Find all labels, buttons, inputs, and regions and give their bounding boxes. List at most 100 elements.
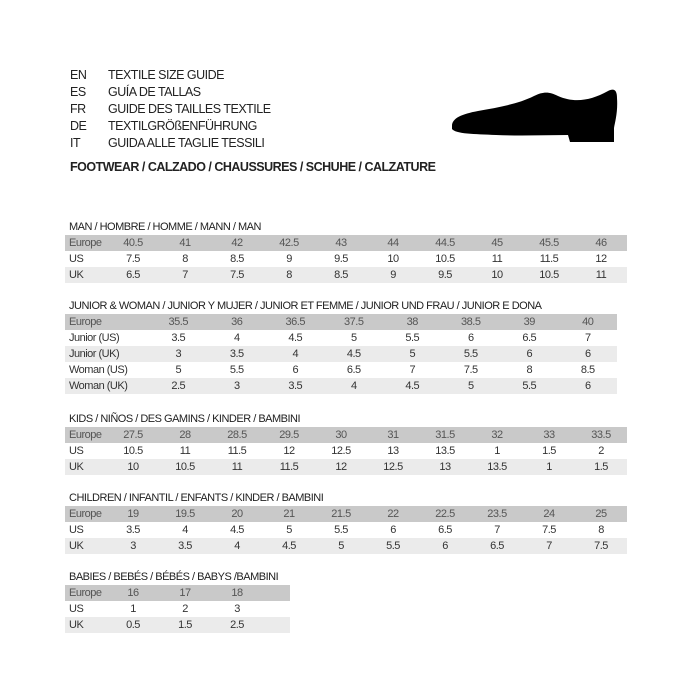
footwear-title: FOOTWEAR / CALZADO / CHAUSSURES / SCHUHE… <box>70 160 436 174</box>
size-cell: 3.5 <box>107 522 159 538</box>
size-cell: 25 <box>575 506 627 522</box>
size-cell: 39 <box>500 314 559 330</box>
filler-cell <box>263 585 290 601</box>
size-cell: 7.5 <box>575 538 627 554</box>
size-cell: 6 <box>558 378 617 394</box>
size-cell: 8.5 <box>558 362 617 378</box>
size-cell: 11 <box>575 267 627 283</box>
size-cell: 5.5 <box>367 538 419 554</box>
size-cell: 12 <box>575 251 627 267</box>
row-label: US <box>65 443 107 459</box>
size-table: Europe 27.5 28 28.5 29.5 30 31 31.5 32 33 33.5 US 10… <box>65 427 627 475</box>
size-cell: 7 <box>558 330 617 346</box>
size-cell: 3 <box>107 538 159 554</box>
size-cell: 8 <box>159 251 211 267</box>
size-cell: 6.5 <box>500 330 559 346</box>
section-title: KIDS / NIÑOS / DES GAMINS / KINDER / BAM… <box>69 413 301 425</box>
size-cell: 3 <box>211 601 263 617</box>
size-cell: 1 <box>107 601 159 617</box>
size-cell: 5.5 <box>315 522 367 538</box>
size-cell: 4 <box>266 346 325 362</box>
size-cell: 4.5 <box>266 330 325 346</box>
size-cell: 8 <box>575 522 627 538</box>
size-cell: 5.5 <box>207 362 266 378</box>
size-cell: 28 <box>159 427 211 443</box>
size-cell: 2.5 <box>211 617 263 633</box>
size-cell: 6 <box>500 346 559 362</box>
size-cell: 10 <box>107 459 159 475</box>
row-label: US <box>65 601 107 617</box>
language-code: FR <box>70 102 86 116</box>
section-kids: KIDS / NIÑOS / DES GAMINS / KINDER / BAM… <box>65 413 627 475</box>
size-cell: 3.5 <box>159 538 211 554</box>
size-table: Europe 40.5 41 42 42.5 43 44 44.5 45 45.5 46 US 7.5 8… <box>65 235 627 283</box>
row-label: Europe <box>65 585 107 601</box>
size-cell: 44.5 <box>419 235 471 251</box>
size-cell: 0.5 <box>107 617 159 633</box>
size-table: Europe 35.5 36 36.5 37.5 38 38.5 39 40 Junior (US… <box>65 314 617 394</box>
language-row: ES GUÍA DE TALLAS <box>70 84 271 101</box>
size-cell: 4.5 <box>211 522 263 538</box>
size-cell: 2 <box>159 601 211 617</box>
size-cell: 13.5 <box>471 459 523 475</box>
size-cell: 8.5 <box>315 267 367 283</box>
row-label: Woman (UK) <box>65 378 149 394</box>
size-cell: 22.5 <box>419 506 471 522</box>
row-label: Europe <box>65 427 107 443</box>
size-cell: 42.5 <box>263 235 315 251</box>
size-cell: 17 <box>159 585 211 601</box>
size-cell: 21 <box>263 506 315 522</box>
size-cell: 23.5 <box>471 506 523 522</box>
row-label: Junior (US) <box>65 330 149 346</box>
language-row: FR GUIDE DES TAILLES TEXTILE <box>70 101 271 118</box>
size-cell: 38 <box>383 314 442 330</box>
language-list: EN TEXTILE SIZE GUIDE ES GUÍA DE TALLAS FR… <box>70 67 271 152</box>
size-cell: 3.5 <box>207 346 266 362</box>
size-cell: 1.5 <box>159 617 211 633</box>
row-label: Woman (US) <box>65 362 149 378</box>
size-cell: 10.5 <box>419 251 471 267</box>
row-label: UK <box>65 459 107 475</box>
size-row: US 7.5 8 8.5 9 9.5 10 10.5 11 11.5 12 <box>65 251 627 267</box>
size-cell: 32 <box>471 427 523 443</box>
size-cell: 30 <box>315 427 367 443</box>
europe-row: Europe 35.5 36 36.5 37.5 38 38.5 39 40 <box>65 314 617 330</box>
section-man: MAN / HOMBRE / HOMME / MANN / MAN Europe… <box>65 221 627 283</box>
size-cell: 33.5 <box>575 427 627 443</box>
size-cell: 33 <box>523 427 575 443</box>
europe-row: Europe 19 19.5 20 21 21.5 22 22.5 23.5 24 25 <box>65 506 627 522</box>
size-cell: 5 <box>149 362 208 378</box>
size-cell: 36.5 <box>266 314 325 330</box>
size-cell: 11.5 <box>263 459 315 475</box>
size-row: Woman (UK) 2.5 3 3.5 4 4.5 5 5.5 6 <box>65 378 617 394</box>
row-label: UK <box>65 617 107 633</box>
size-cell: 1 <box>471 443 523 459</box>
size-cell: 6 <box>419 538 471 554</box>
size-cell: 12.5 <box>367 459 419 475</box>
size-cell: 27.5 <box>107 427 159 443</box>
size-cell: 45 <box>471 235 523 251</box>
size-cell: 4.5 <box>383 378 442 394</box>
size-cell: 12.5 <box>315 443 367 459</box>
size-cell: 5 <box>263 522 315 538</box>
size-cell: 9 <box>263 251 315 267</box>
size-cell: 42 <box>211 235 263 251</box>
size-cell: 13 <box>367 443 419 459</box>
size-cell: 44 <box>367 235 419 251</box>
size-row: US 1 2 3 <box>65 601 290 617</box>
size-cell: 22 <box>367 506 419 522</box>
size-row: UK 0.5 1.5 2.5 <box>65 617 290 633</box>
section-junior-woman: JUNIOR & WOMAN / JUNIOR Y MUJER / JUNIOR… <box>65 300 617 394</box>
size-cell: 46 <box>575 235 627 251</box>
size-cell: 6 <box>558 346 617 362</box>
size-cell: 6 <box>367 522 419 538</box>
size-cell: 1.5 <box>523 443 575 459</box>
size-row: US 10.5 11 11.5 12 12.5 13 13.5 1 1.5 2 <box>65 443 627 459</box>
size-cell: 5 <box>383 346 442 362</box>
language-row: IT GUIDA ALLE TAGLIE TESSILI <box>70 135 271 152</box>
size-cell: 3 <box>207 378 266 394</box>
size-cell: 40.5 <box>107 235 159 251</box>
europe-row: Europe 16 17 18 <box>65 585 290 601</box>
language-code: ES <box>70 85 86 99</box>
language-title: GUIDA ALLE TAGLIE TESSILI <box>108 136 265 150</box>
